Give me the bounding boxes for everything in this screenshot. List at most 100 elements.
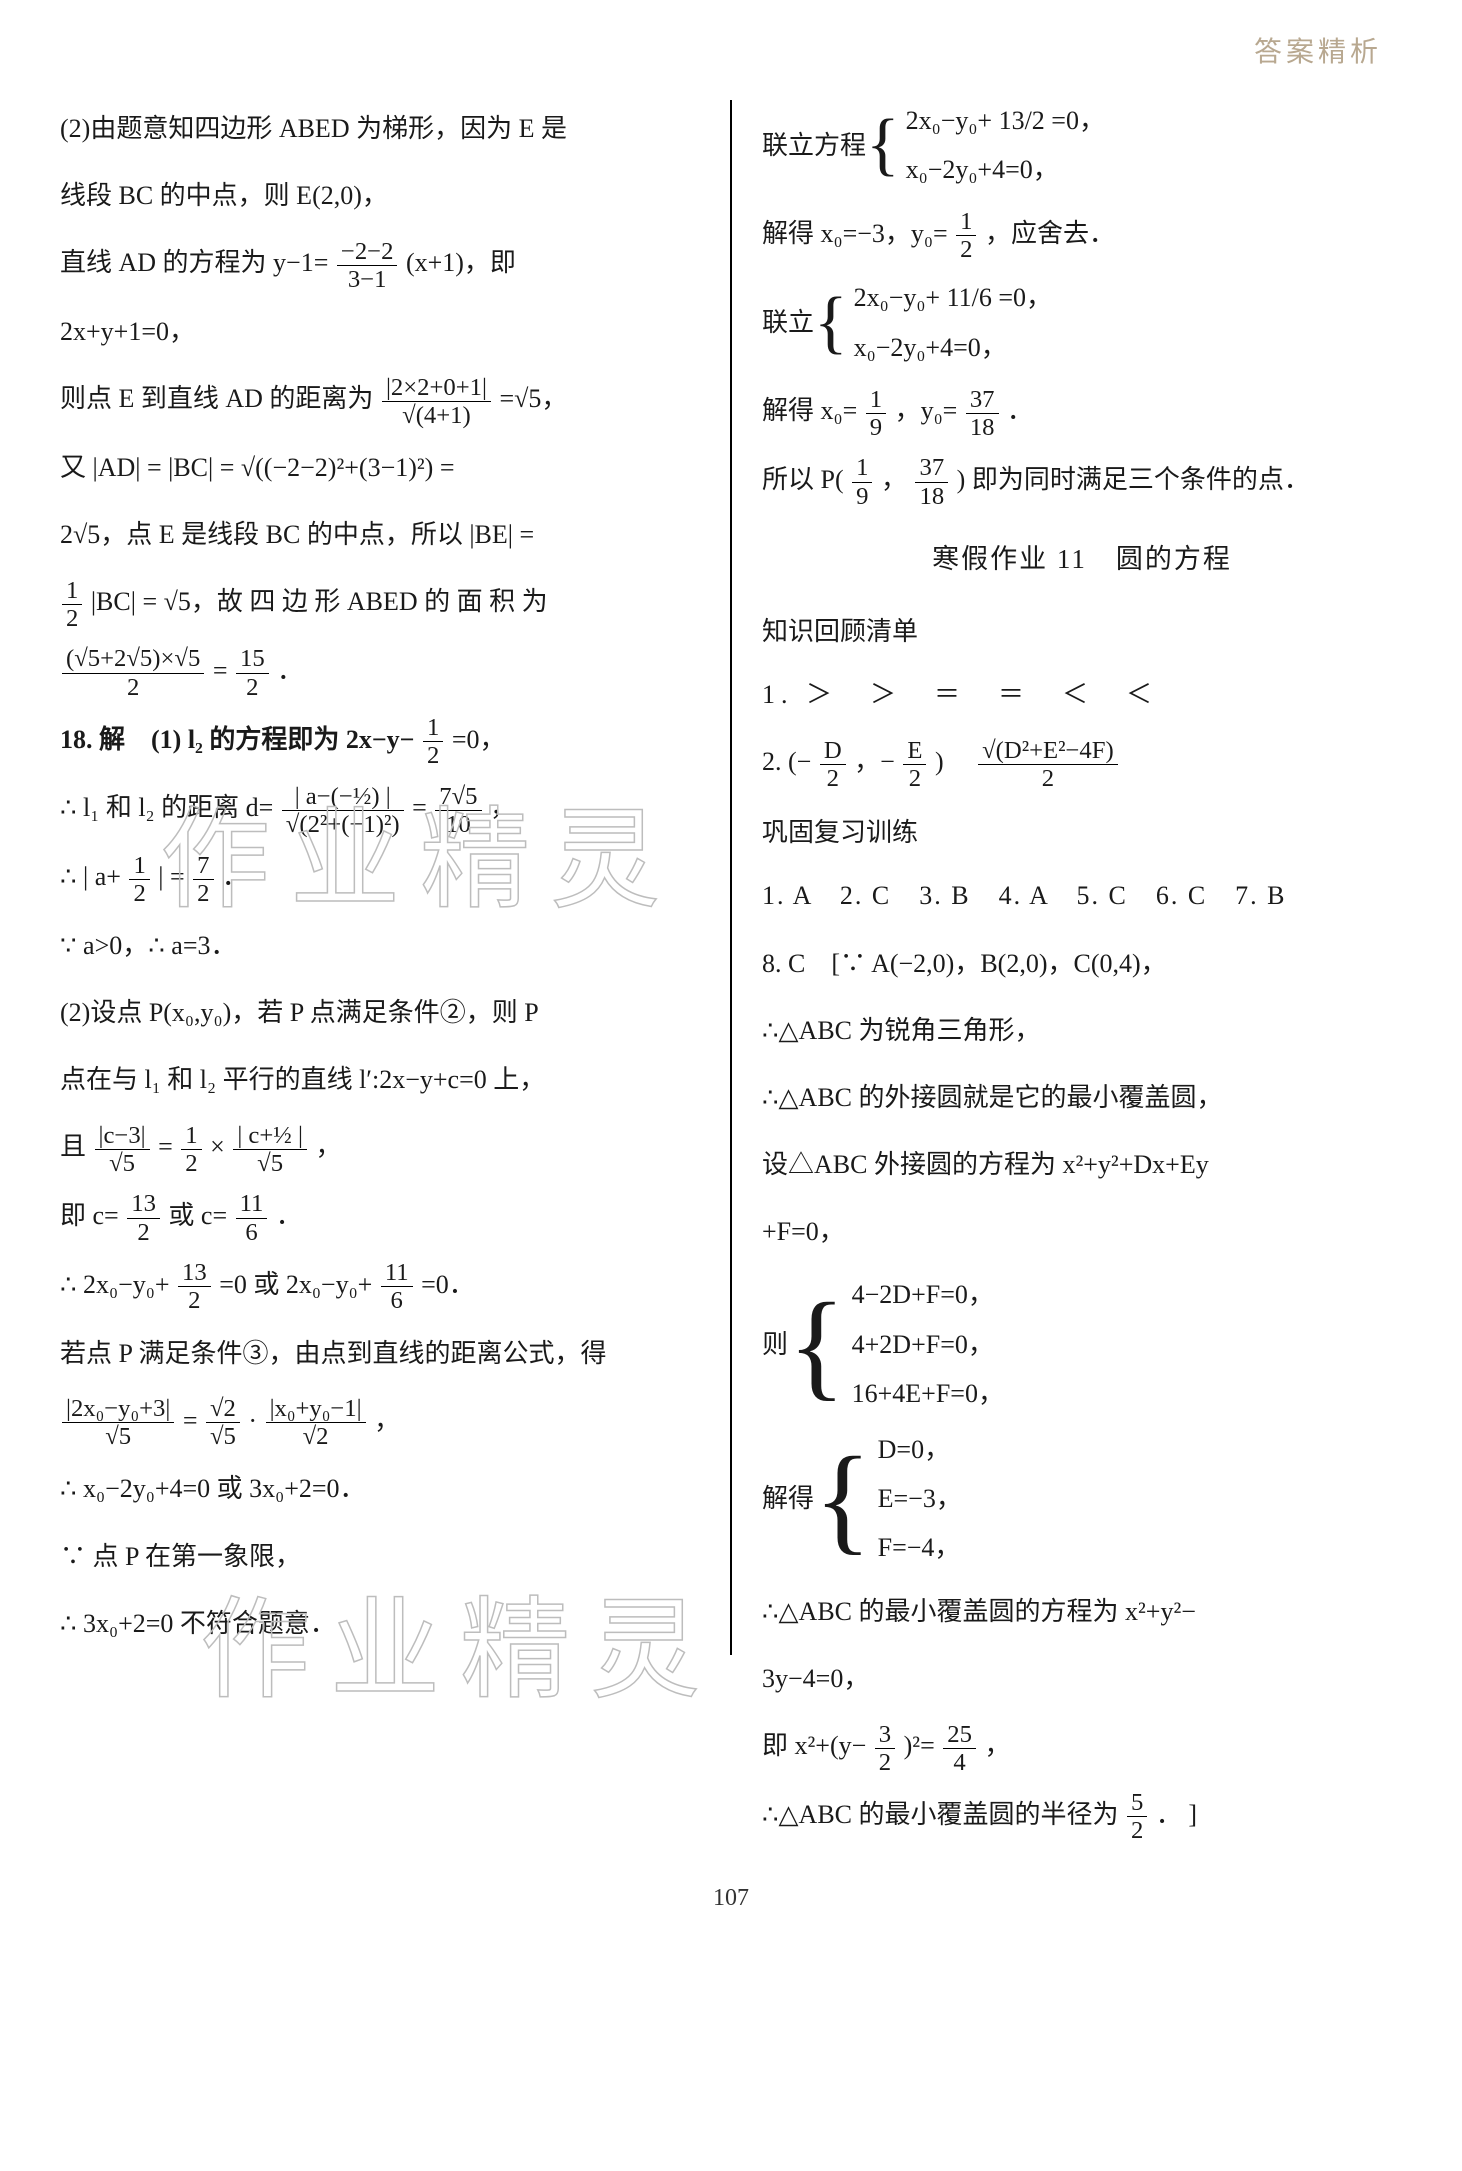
q8f: ∴△ABC 的最小覆盖圆的方程为 x²+y²− [762, 1583, 1402, 1640]
p2-3: 且 |c−3| √5 = 1 2 × | c+½ | √5 ， [60, 1118, 700, 1177]
p2-7-mfrac: √2 √5 [206, 1395, 240, 1450]
q8h-mid: )²= [904, 1731, 935, 1760]
header-right-label: 答案精析 [1254, 30, 1382, 70]
l-line2: 线段 BC 的中点，则 E(2,0)， [60, 167, 700, 224]
q8a: 8. C [∵ A(−2,0)，B(2,0)，C(0,4)， [762, 935, 1402, 992]
mcq: 1. A 2. C 3. B 4. A 5. C 6. C 7. B [762, 867, 1402, 924]
brace-icon: { [814, 1463, 872, 1535]
l3b: (x+1)，即 [406, 248, 516, 277]
p2-7: |2x₀−y₀+3| √5 = √2 √5 · |x₀+y₀−1| √2 ， [60, 1392, 700, 1451]
sys-content: 4−2D+F=0， 4+2D+F=0， 16+4E+F=0， [852, 1270, 1004, 1418]
sol-r3: F=−4， [878, 1533, 961, 1562]
q8i-frac: 5 2 [1127, 1789, 1147, 1844]
l-line1: (2)由题意知四边形 ABED 为梯形，因为 E 是 [60, 100, 700, 157]
r1-row1: 2x₀−y₀+ 13/2 =0， [906, 106, 1105, 135]
r4a: 解得 x₀= [762, 396, 857, 425]
r3: 联立 { 2x₀−y₀+ 11/6 =0， x₀−2y₀+4=0， [762, 273, 1402, 372]
p2-2: 点在与 l₁ 和 l₂ 平行的直线 l′:2x−y+c=0 上， [60, 1051, 700, 1108]
l5a: 则点 E 到直线 AD 的距离为 [60, 384, 373, 413]
d2a: ∴ | a+ [60, 862, 121, 891]
sol-label: 解得 [762, 1470, 814, 1527]
r5: 所以 P( 1 9 ， 37 18 ) 即为同时满足三个条件的点． [762, 451, 1402, 510]
l-line9: (√5+2√5)×√5 2 = 15 2 ． [60, 642, 700, 701]
l9-frac-right: 15 2 [236, 645, 269, 700]
p2-4-lfrac: 13 2 [127, 1190, 160, 1245]
d1-frac-right: 7√5 10 [435, 783, 481, 838]
sol: 解得 { D=0， E=−3， F=−4， [762, 1425, 1402, 1573]
sys-label: 则 [762, 1316, 788, 1373]
r2: 解得 x₀=−3，y₀= 1 2 ，应舍去． [762, 205, 1402, 264]
q8h-end: ， [984, 1731, 1010, 1760]
sol-r2: E=−3， [878, 1484, 962, 1513]
brace-icon: { [814, 302, 848, 344]
q18-end: =0， [452, 725, 506, 754]
l5b: =√5， [499, 384, 567, 413]
r3a: 联立 [762, 294, 814, 351]
d2-frac-right: 7 2 [193, 852, 213, 907]
q8b: ∴△ABC 为锐角三角形， [762, 1002, 1402, 1059]
r5-comma: ， [881, 465, 907, 494]
p2-3-rfrac: | c+½ | √5 [233, 1122, 307, 1177]
d1-end: ， [490, 793, 516, 822]
q8h-rfrac: 25 4 [943, 1721, 976, 1776]
q8d: 设△ABC 外接圆的方程为 x²+y²+Dx+Ey [762, 1136, 1402, 1193]
ans2-rfrac: √(D²+E²−4F) 2 [978, 737, 1118, 792]
p2-5-mid: =0 或 2x₀−y₀+ [219, 1270, 372, 1299]
r2-end: ，应舍去． [985, 219, 1115, 248]
r3-row1: 2x₀−y₀+ 11/6 =0， [854, 283, 1052, 312]
q8i-a: ∴△ABC 的最小覆盖圆的半径为 [762, 1800, 1119, 1829]
sys-r2: 4+2D+F=0， [852, 1330, 994, 1359]
r1: 联立方程 { 2x₀−y₀+ 13/2 =0， x₀−2y₀+4=0， [762, 96, 1402, 195]
l8-frac: 1 2 [62, 577, 82, 632]
page-number: 107 [60, 1885, 1402, 1912]
p2-8: ∴ x₀−2y₀+4=0 或 3x₀+2=0． [60, 1460, 700, 1517]
p2-4-mid: 或 c= [168, 1201, 227, 1230]
d3: ∵ a>0，∴ a=3． [60, 917, 700, 974]
sub2: 巩固复习训练 [762, 804, 1402, 861]
brace-icon: { [788, 1309, 846, 1381]
ans2-lfrac: D 2 [820, 737, 846, 792]
q8h: 即 x²+(y− 3 2 )²= 25 4 ， [762, 1717, 1402, 1776]
r1-row2: x₀−2y₀+4=0， [906, 155, 1059, 184]
d1-frac-left: | a−(−½) | √(2²+(−1)²) [282, 783, 404, 838]
sys: 则 { 4−2D+F=0， 4+2D+F=0， 16+4E+F=0， [762, 1270, 1402, 1418]
l-line3: 直线 AD 的方程为 y−1= −2−2 3−1 (x+1)，即 [60, 234, 700, 293]
p2-7-eq: = [183, 1406, 198, 1435]
r5-lfrac: 1 9 [852, 454, 872, 509]
p2-5-end: =0． [421, 1270, 475, 1299]
r4-lfrac: 1 9 [866, 386, 886, 441]
p2-5: ∴ 2x₀−y₀+ 13 2 =0 或 2x₀−y₀+ 11 6 =0． [60, 1256, 700, 1315]
p2-4a: 即 c= [60, 1201, 119, 1230]
page: 答案精析 作业精灵 作业精灵 (2)由题意知四边形 ABED 为梯形，因为 E … [0, 0, 1462, 2171]
p2-7-dot: · [248, 1406, 257, 1435]
p2-3-eq: = [158, 1132, 173, 1161]
q8i-end: ． ] [1156, 1800, 1197, 1829]
p2-5-rfrac: 11 6 [381, 1259, 413, 1314]
r5-rfrac: 37 18 [915, 454, 948, 509]
p2-10: ∴ 3x₀+2=0 不符合题意． [60, 1595, 700, 1652]
right-column: 联立方程 { 2x₀−y₀+ 13/2 =0， x₀−2y₀+4=0， 解得 x… [732, 90, 1402, 1855]
l5-frac: |2×2+0+1| √(4+1) [382, 374, 491, 429]
p2-7-rfrac: |x₀+y₀−1| √2 [266, 1395, 366, 1450]
r1a: 联立方程 [762, 117, 866, 174]
r4: 解得 x₀= 1 9 ，y₀= 37 18 ． [762, 382, 1402, 441]
l9-eq: = [213, 656, 228, 685]
ans2a: 2. (− [762, 747, 811, 776]
r4-rfrac: 37 18 [966, 386, 999, 441]
ans2-mid2: ) [935, 747, 970, 776]
r4-mid: ，y₀= [895, 396, 958, 425]
p2-3-times: × [210, 1132, 225, 1161]
section-title: 寒假作业 11 圆的方程 [762, 530, 1402, 589]
l-line8: 1 2 |BC| = √5，故 四 边 形 ABED 的 面 积 为 [60, 573, 700, 632]
p2-4-rfrac: 11 6 [236, 1190, 268, 1245]
sys-r3: 16+4E+F=0， [852, 1379, 1004, 1408]
p2-7-end: ， [374, 1406, 400, 1435]
p2-1: (2)设点 P(x₀,y₀)，若 P 点满足条件②，则 P [60, 984, 700, 1041]
ans1: 1. ＞ ＞ ＝ ＝ ＜ ＜ [762, 666, 1402, 723]
l9-end: ． [277, 656, 303, 685]
d1a: ∴ l₁ 和 l₂ 的距离 d= [60, 793, 273, 822]
l8b: |BC| = √5，故 四 边 形 ABED 的 面 积 为 [91, 587, 548, 616]
r5b: ) 即为同时满足三个条件的点． [957, 465, 1310, 494]
l-line7: 2√5，点 E 是线段 BC 的中点，所以 |BE| = [60, 506, 700, 563]
q8h-lfrac: 3 2 [875, 1721, 895, 1776]
